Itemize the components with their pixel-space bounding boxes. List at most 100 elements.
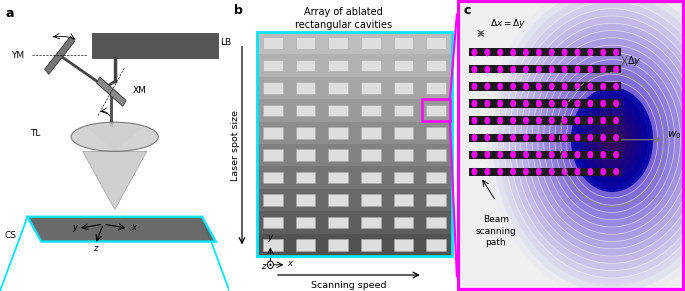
Circle shape (562, 100, 568, 107)
Bar (394, 127, 413, 139)
Bar (394, 82, 413, 94)
Circle shape (575, 66, 580, 73)
Circle shape (269, 264, 271, 266)
Circle shape (600, 168, 606, 175)
Circle shape (588, 134, 593, 141)
Circle shape (575, 49, 580, 56)
Circle shape (536, 134, 542, 141)
Circle shape (549, 83, 555, 90)
Circle shape (576, 94, 648, 186)
Circle shape (613, 100, 619, 107)
Circle shape (510, 168, 516, 175)
Circle shape (588, 168, 593, 175)
Circle shape (549, 134, 555, 141)
Circle shape (575, 100, 580, 107)
Circle shape (484, 66, 490, 73)
Circle shape (586, 107, 638, 172)
Bar (394, 217, 413, 228)
Circle shape (613, 83, 619, 90)
Circle shape (497, 49, 503, 56)
Circle shape (588, 117, 593, 124)
Circle shape (575, 83, 580, 90)
Text: $w_0$: $w_0$ (667, 129, 682, 141)
Circle shape (536, 49, 542, 56)
Text: XM: XM (133, 86, 147, 95)
Bar (263, 127, 283, 139)
Circle shape (515, 16, 685, 263)
Circle shape (521, 23, 685, 256)
Circle shape (588, 66, 593, 73)
Circle shape (497, 66, 503, 73)
Bar (257, 189, 452, 211)
Bar (296, 37, 315, 49)
Circle shape (588, 100, 593, 107)
Bar (257, 32, 452, 54)
Circle shape (555, 67, 669, 212)
Bar (329, 172, 348, 184)
Circle shape (484, 83, 490, 90)
Text: LB: LB (221, 38, 232, 47)
Circle shape (575, 168, 580, 175)
Circle shape (497, 134, 503, 141)
Bar (361, 37, 381, 49)
Circle shape (613, 134, 619, 141)
Circle shape (601, 127, 622, 153)
Circle shape (562, 134, 568, 141)
Circle shape (575, 117, 580, 124)
Bar (361, 172, 381, 184)
Bar (469, 134, 621, 142)
Bar (469, 48, 621, 56)
Text: $\Delta x = \Delta y$: $\Delta x = \Delta y$ (490, 17, 526, 30)
Bar (329, 194, 348, 206)
Bar (361, 239, 381, 251)
Bar (329, 217, 348, 228)
Text: c: c (464, 4, 471, 17)
Circle shape (549, 117, 555, 124)
Bar (257, 54, 452, 77)
Bar (329, 149, 348, 161)
Polygon shape (27, 217, 216, 242)
Bar (361, 127, 381, 139)
Bar (263, 172, 283, 184)
Circle shape (498, 0, 685, 285)
Bar (257, 122, 452, 144)
Circle shape (562, 117, 568, 124)
Text: a: a (5, 7, 14, 20)
Bar (469, 82, 621, 91)
Circle shape (471, 168, 477, 175)
Circle shape (597, 120, 627, 159)
Bar (329, 104, 348, 116)
Text: y: y (73, 223, 77, 232)
Circle shape (562, 151, 568, 158)
Circle shape (523, 100, 529, 107)
Bar (296, 149, 315, 161)
Circle shape (510, 66, 516, 73)
Bar (263, 37, 283, 49)
Circle shape (486, 0, 685, 291)
Circle shape (484, 134, 490, 141)
Circle shape (613, 117, 619, 124)
Bar (426, 82, 446, 94)
Circle shape (471, 49, 477, 56)
Circle shape (536, 83, 542, 90)
Circle shape (606, 132, 618, 147)
Bar (469, 65, 621, 74)
Circle shape (484, 49, 490, 56)
Bar (257, 144, 452, 166)
Bar (257, 166, 452, 189)
Bar (296, 239, 315, 251)
Text: b: b (234, 4, 243, 17)
Bar (263, 104, 283, 116)
Ellipse shape (71, 122, 158, 151)
Circle shape (503, 1, 685, 278)
Bar (394, 239, 413, 251)
Circle shape (600, 134, 606, 141)
Polygon shape (83, 151, 147, 210)
Bar (426, 104, 446, 116)
Circle shape (497, 151, 503, 158)
Polygon shape (97, 77, 126, 106)
Circle shape (600, 100, 606, 107)
Bar (296, 104, 315, 116)
Circle shape (523, 151, 529, 158)
Circle shape (575, 134, 580, 141)
